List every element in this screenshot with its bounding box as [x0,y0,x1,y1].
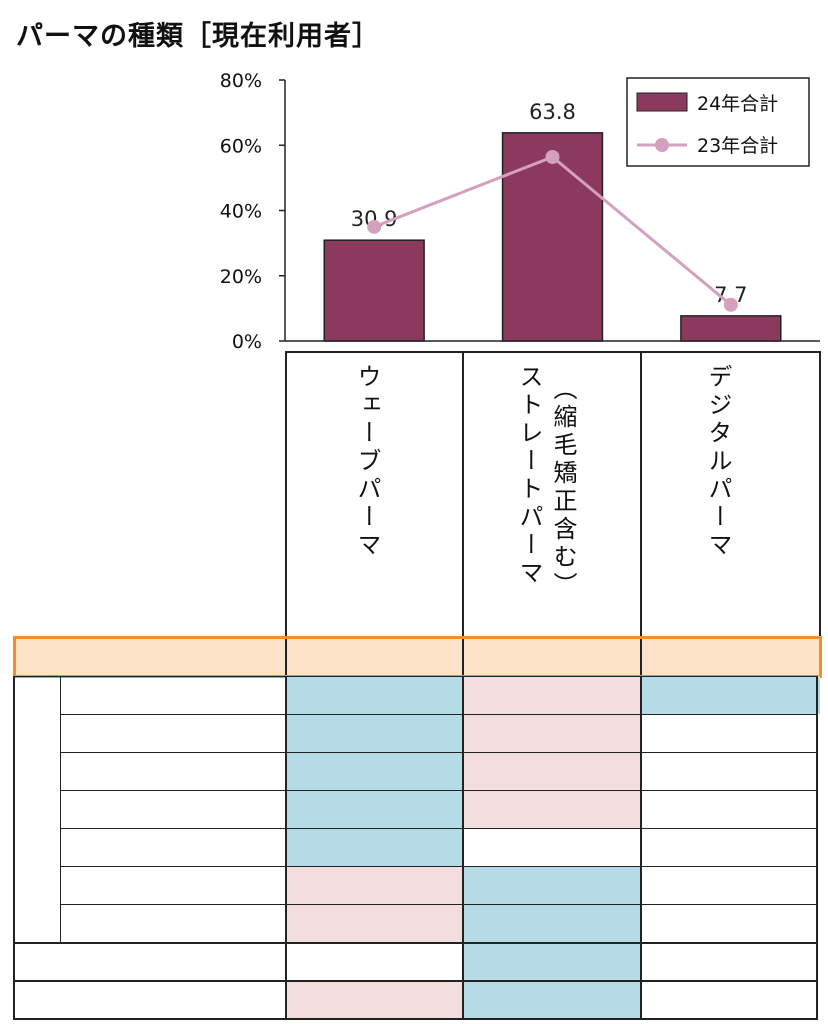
cell-value [286,752,463,790]
cell-value [286,980,463,1018]
table-grid-line [13,676,818,677]
line-point [367,219,382,234]
cell-value [463,866,641,904]
table-grid-line [13,1018,818,1020]
table-grid-line [462,676,464,1018]
legend-box [626,77,810,167]
column-header-wave: ウェーブパーマ [353,364,381,560]
cell-value [641,866,820,904]
table-grid-line [60,904,816,905]
cell-value [641,714,820,752]
column-header-straight-note: （縮毛矯正含む） [549,376,577,600]
cell-value [286,714,463,752]
table-grid-line [640,676,642,1018]
cell-value [286,904,463,942]
cell-value [641,790,820,828]
table-grid-line [60,866,816,867]
cell-value [641,980,820,1018]
y-tick-label: 20% [220,266,262,288]
legend-label: 24年合計 [697,93,778,115]
y-tick-label: 60% [220,135,262,157]
table-grid-line [60,790,816,791]
table-grid-line [462,351,464,636]
legend-swatch-dot [655,138,669,152]
table-grid-line [285,639,287,675]
cell-value [286,790,463,828]
cell-value [463,790,641,828]
cell-value [641,828,820,866]
cell-value [641,676,820,714]
y-tick-label: 40% [220,201,262,223]
cell-value [463,942,641,980]
table-grid-line [640,639,642,675]
table-grid-line [816,676,818,1018]
legend-swatch-bar [636,92,688,112]
legend-label: 23年合計 [697,135,778,157]
cell-value [641,942,820,980]
table-grid-line [60,714,816,715]
cell-value [463,980,641,1018]
table-grid-line [13,942,818,944]
column-header-straight: ストレートパーマ [515,364,543,588]
cell-value [463,828,641,866]
table-grid-line [285,351,287,636]
y-tick-label: 80% [220,70,262,92]
page-title: パーマの種類［現在利用者］ [16,21,380,52]
cell-value [463,714,641,752]
cell-value [286,866,463,904]
table-grid-line [13,980,818,982]
column-header-digital: デジタルパーマ [704,364,732,560]
cell-value [286,942,463,980]
bar-data-label: 63.8 [529,100,576,124]
table-grid-line [285,676,287,1018]
bar [323,239,425,342]
y-tick-label: 0% [232,331,262,350]
cell-value [463,904,641,942]
line-point [545,149,560,164]
cell-value [641,904,820,942]
cell-value [286,676,463,714]
table-grid-line [13,676,15,1018]
table-grid-line [286,351,820,353]
table-grid-line [819,351,821,636]
table-grid-line [60,676,61,942]
line-point [723,297,738,312]
cell-value [641,752,820,790]
bar [680,315,782,342]
cell-value [463,676,641,714]
cell-value [286,828,463,866]
cell-value [463,752,641,790]
table-grid-line [60,828,816,829]
table-grid-line [462,639,464,675]
bar [501,132,604,342]
total-row-box [13,636,822,678]
table-grid-line [640,351,642,636]
table-grid-line [60,752,816,753]
